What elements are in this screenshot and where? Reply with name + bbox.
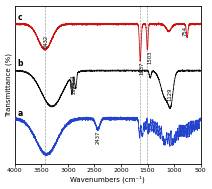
Text: 2437: 2437 (95, 130, 100, 144)
Text: b: b (17, 59, 23, 68)
Text: 1637: 1637 (140, 62, 145, 75)
Text: 1503: 1503 (147, 50, 152, 64)
X-axis label: Wavenumbers (cm⁻¹): Wavenumbers (cm⁻¹) (70, 176, 145, 184)
Y-axis label: Transmittance (%): Transmittance (%) (6, 53, 12, 117)
Text: a: a (17, 109, 23, 119)
Text: 2924: 2924 (72, 80, 77, 94)
Text: 1129: 1129 (167, 88, 172, 101)
Text: c: c (17, 13, 22, 22)
Text: 2854: 2854 (71, 74, 76, 88)
Text: 754: 754 (182, 26, 187, 36)
Text: 3432: 3432 (43, 35, 48, 48)
